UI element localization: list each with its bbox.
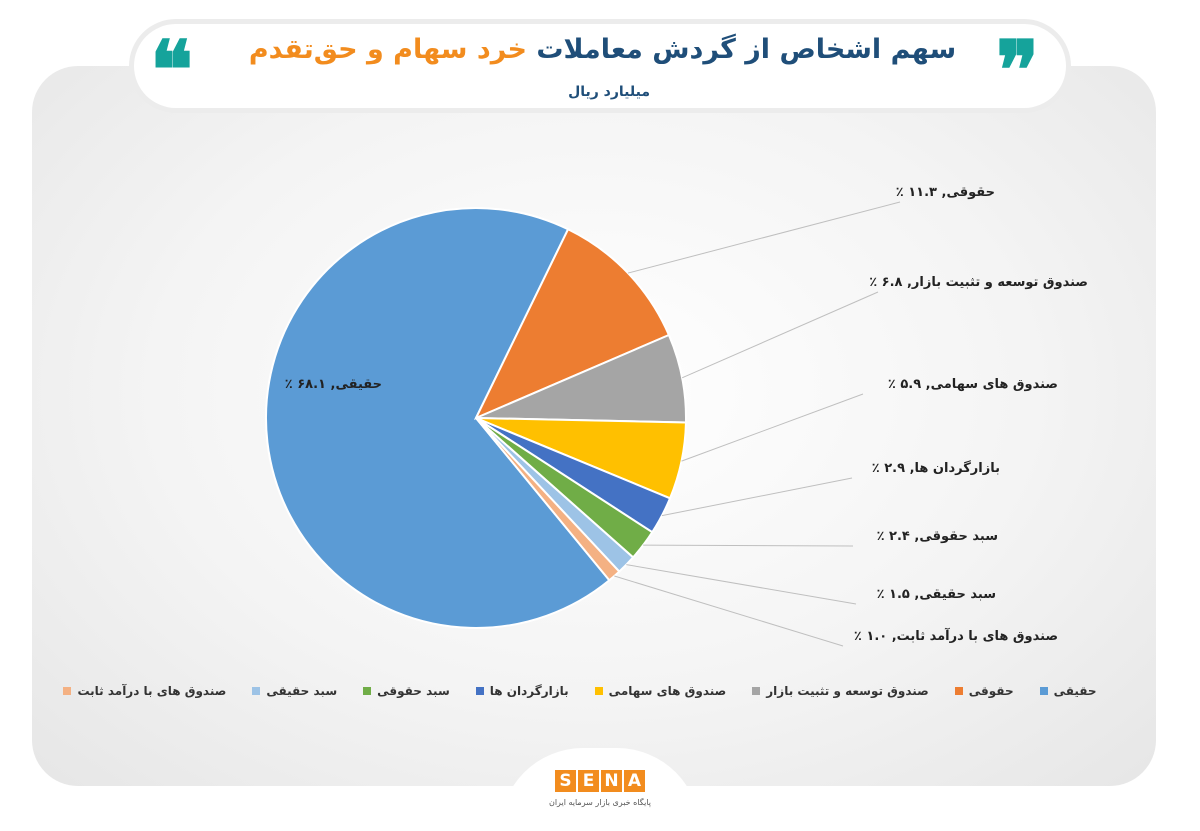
legend-label: صندوق های سهامی	[608, 684, 727, 698]
legend-swatch	[363, 687, 372, 695]
legend-swatch	[594, 687, 603, 695]
legend-item: حقیقی	[1039, 680, 1097, 702]
legend-label: صندوق توسعه و تثبیت بازار	[766, 684, 929, 698]
open-quote-icon: ❝	[150, 23, 194, 117]
legend-swatch	[63, 687, 72, 695]
legend-label: حقوقی	[968, 684, 1014, 698]
legend-label: صندوق های با درآمد ثابت	[77, 684, 227, 698]
legend-label: بازارگردان ها	[489, 684, 569, 698]
logo-letter: A	[624, 770, 645, 792]
legend-label: سبد حقیقی	[266, 684, 338, 698]
slice-data-label: صندوق های با درآمد ثابت, ۱.۰ ٪	[854, 627, 1058, 644]
legend-item: حقوقی	[954, 680, 1014, 702]
leader-line	[681, 291, 879, 379]
leader-line	[627, 201, 901, 274]
leader-line	[643, 544, 854, 547]
legend-item: بازارگردان ها	[475, 680, 569, 702]
legend-item: صندوق توسعه و تثبیت بازار	[752, 680, 929, 702]
logo-letter: E	[578, 770, 599, 792]
legend-label: حقیقی	[1053, 684, 1097, 698]
legend-item: صندوق های سهامی	[594, 680, 727, 702]
pie-slice	[265, 207, 611, 629]
legend-label: سبد حقوقی	[377, 684, 450, 698]
chart-title: سهم اشخاص از گردش معاملات خرد سهام و حق‌…	[215, 34, 990, 65]
slice-data-label: صندوق های سهامی, ۵.۹ ٪	[888, 377, 1058, 392]
close-quote-icon: ❞	[996, 23, 1040, 117]
leader-line	[614, 575, 844, 647]
slice-data-label: حقیقی, ۶۸.۱ ٪	[285, 377, 382, 392]
legend-item: صندوق های با درآمد ثابت	[63, 680, 226, 702]
slice-data-label: سبد حقیقی, ۱.۵ ٪	[877, 587, 996, 602]
title-part-2: خرد سهام و حق‌تقدم	[248, 34, 527, 65]
chart-subtitle: میلیارد ریال	[568, 84, 650, 100]
title-part-1: سهم اشخاص از گردش معاملات	[536, 34, 957, 65]
slice-data-label: بازارگردان ها, ۲.۹ ٪	[872, 460, 1000, 476]
pie-slice	[473, 227, 671, 420]
title-banner	[134, 24, 1066, 108]
legend-swatch	[475, 687, 484, 695]
leader-line	[681, 393, 864, 462]
logo-letter: N	[601, 770, 622, 792]
slice-data-label: سبد حقوقی, ۲.۴ ٪	[877, 529, 998, 544]
slice-data-label: صندوق توسعه و تثبیت بازار, ۶.۸ ٪	[869, 275, 1088, 290]
legend-item: سبد حقوقی	[363, 680, 450, 702]
chart-legend: حقیقی حقوقی صندوق توسعه و تثبیت بازار صندوق…	[40, 680, 1120, 702]
legend-swatch	[1039, 687, 1048, 695]
leader-line	[661, 477, 853, 517]
logo-letter: S	[555, 770, 576, 792]
legend-item: سبد حقیقی	[252, 680, 337, 702]
logo-tagline: پایگاه خبری بازار سرمایه ایران	[548, 798, 652, 807]
legend-swatch	[954, 687, 963, 695]
legend-swatch	[752, 687, 761, 695]
legend-swatch	[252, 687, 261, 695]
leader-line	[626, 564, 857, 605]
slice-data-label: حقوقی, ۱۱.۳ ٪	[896, 185, 995, 200]
